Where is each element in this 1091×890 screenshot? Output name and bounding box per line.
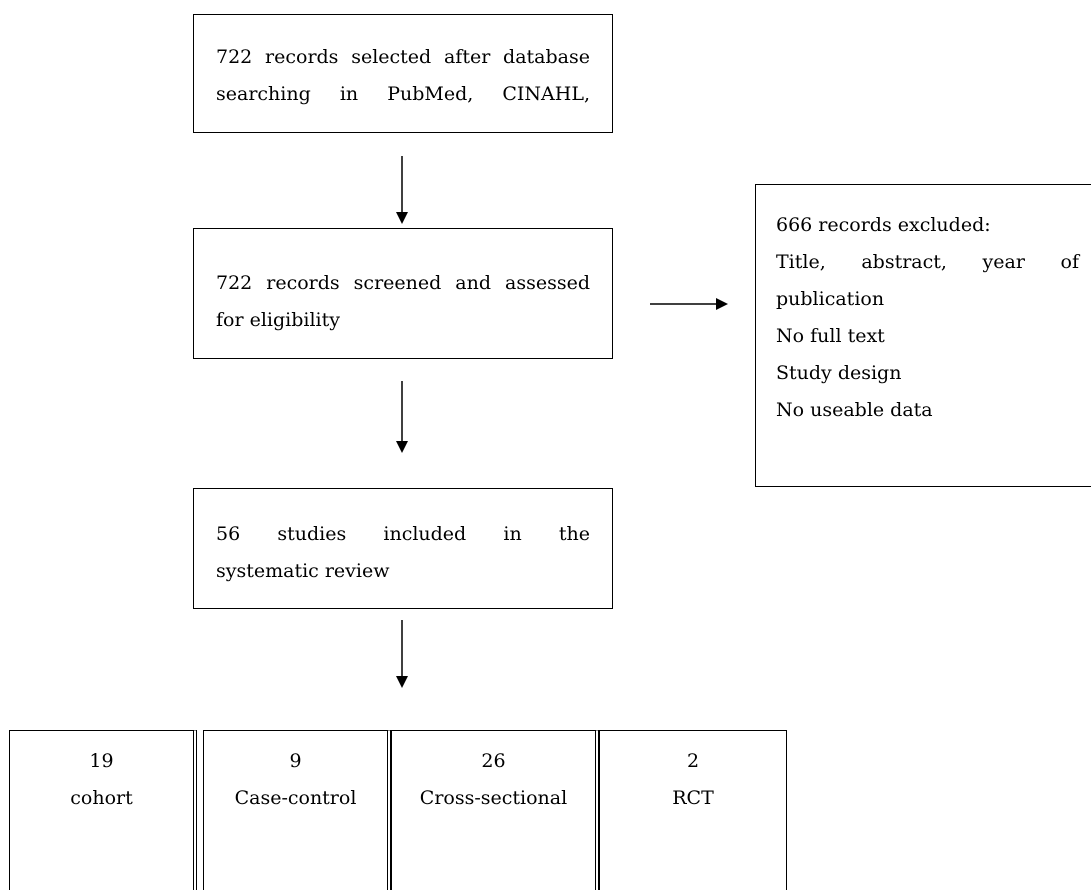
studies-included-line-1: 56 studies included in the: [216, 523, 590, 545]
excluded-reason-4: No useable data: [776, 399, 933, 421]
excluded-reason-1-cont: publication: [776, 288, 885, 310]
category-cross-sectional-count: 26: [481, 750, 506, 772]
category-rct-box: 2 RCT: [599, 730, 787, 890]
category-rct-label: RCT: [672, 787, 714, 809]
records-excluded-box: 666 records excluded: Title, abstract, y…: [755, 184, 1091, 487]
category-cohort-label: cohort: [70, 787, 133, 809]
studies-included-box: 56 studies included in the systematic re…: [193, 488, 613, 609]
category-cross-sectional-box: 26 Cross-sectional: [391, 730, 599, 890]
category-case-control-label: Case-control: [234, 787, 357, 809]
excluded-reason-2: No full text: [776, 325, 885, 347]
category-cohort-box: 19 cohort: [9, 730, 197, 890]
records-screened-line-1: 722 records screened and assessed: [216, 272, 590, 294]
studies-included-line-2: systematic review: [216, 560, 390, 582]
category-case-control-count: 9: [289, 750, 302, 772]
excluded-reason-1: Title, abstract, year of: [776, 251, 1079, 273]
records-selected-line-1: 722 records selected after database: [216, 46, 590, 68]
category-case-control-box: 9 Case-control: [203, 730, 391, 890]
excluded-title: 666 records excluded:: [776, 214, 991, 236]
excluded-reason-3: Study design: [776, 362, 902, 384]
category-cross-sectional-label: Cross-sectional: [419, 787, 568, 809]
records-screened-line-2: for eligibility: [216, 309, 340, 331]
records-selected-box: 722 records selected after database sear…: [193, 14, 613, 133]
records-selected-line-2: searching in PubMed, CINAHL,: [216, 83, 590, 105]
records-screened-box: 722 records screened and assessed for el…: [193, 228, 613, 359]
category-cohort-count: 19: [89, 750, 114, 772]
category-rct-count: 2: [686, 750, 700, 772]
